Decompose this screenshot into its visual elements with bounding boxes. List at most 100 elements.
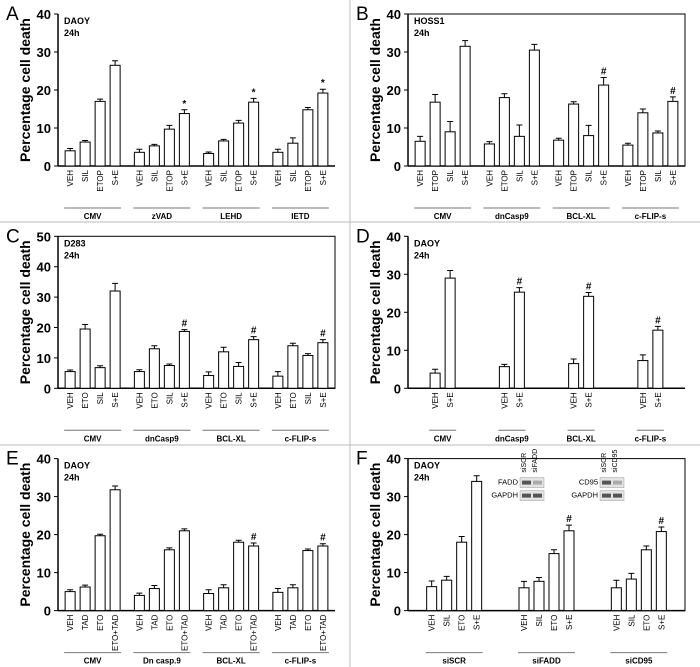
- error-bar: [304, 106, 311, 110]
- y-tick-label: 10: [37, 351, 51, 366]
- category-label: ETO: [235, 615, 244, 631]
- panel-label: A: [6, 4, 19, 25]
- error-bar: [82, 584, 89, 588]
- error-bar: [136, 592, 143, 596]
- bar: [583, 295, 595, 389]
- error-bar: [555, 137, 562, 141]
- bar: [302, 109, 314, 167]
- error-bar: [82, 140, 89, 143]
- y-tick-label: 0: [394, 381, 401, 396]
- y-tick-label: 40: [387, 7, 401, 22]
- bar: [148, 348, 160, 389]
- y-tick-label: 30: [37, 45, 51, 60]
- annotation: 24h: [64, 250, 80, 260]
- annotation: 24h: [414, 250, 430, 260]
- significance: #: [251, 532, 257, 543]
- significance: #: [566, 514, 572, 525]
- bar: [287, 587, 299, 612]
- annotation: DAOY: [414, 238, 440, 248]
- bar: [163, 549, 175, 612]
- category-label: SIL: [443, 614, 452, 627]
- bar: [233, 541, 245, 612]
- bar: [203, 375, 215, 389]
- error-bar: [639, 354, 646, 361]
- panel-label: F: [356, 449, 368, 470]
- y-tick-label: 40: [387, 229, 401, 244]
- error-bar: [166, 124, 173, 130]
- error-bar: [428, 580, 435, 587]
- category-label: VEH: [135, 614, 144, 631]
- category-label: ETO+TAD: [180, 614, 189, 651]
- bar: [553, 139, 565, 167]
- group-label: dnCasp9: [145, 434, 179, 443]
- y-tick-label: 40: [37, 7, 51, 22]
- bar: [79, 586, 91, 612]
- error-bar: [151, 143, 158, 146]
- inset-row: FADD: [498, 478, 519, 487]
- group-label: siFADD: [532, 657, 561, 666]
- error-bar: [205, 589, 212, 594]
- category-label: ETO: [642, 615, 651, 631]
- y-tick-label: 0: [44, 159, 51, 174]
- bar: [287, 345, 299, 389]
- category-label: VEH: [66, 392, 75, 409]
- significance: #: [601, 66, 607, 77]
- error-bar: [205, 151, 212, 154]
- bar: [459, 45, 471, 167]
- error-bar: [136, 148, 143, 153]
- bar: [625, 578, 637, 612]
- significance: #: [320, 329, 326, 340]
- y-axis-label: Percentage cell death: [367, 240, 383, 384]
- bar: [518, 587, 530, 612]
- annotation: 24h: [414, 28, 430, 38]
- bar: [317, 342, 329, 389]
- bar: [429, 101, 441, 167]
- inset-row: CD95: [579, 478, 598, 487]
- category-label: VEH: [500, 392, 509, 409]
- bar: [426, 586, 438, 612]
- error-bar: [570, 101, 577, 105]
- blot: [599, 490, 625, 501]
- category-label: VEH: [274, 614, 283, 631]
- error-bar: [289, 137, 296, 144]
- error-bar: [432, 94, 439, 103]
- significance: #: [517, 277, 523, 288]
- bar: [568, 103, 580, 167]
- category-label: VEH: [485, 170, 494, 187]
- y-tick-label: 30: [387, 267, 401, 282]
- error-bar: [669, 96, 676, 102]
- group-label: CMV: [434, 434, 452, 443]
- category-label: SIL: [81, 169, 90, 182]
- bar: [456, 541, 468, 612]
- bar: [483, 143, 495, 167]
- group-label: IETD: [291, 212, 309, 221]
- bar: [414, 140, 426, 167]
- category-label: S+E: [180, 170, 189, 185]
- error-bar: [486, 141, 493, 144]
- bar: [655, 531, 667, 612]
- bar: [64, 371, 76, 389]
- bar: [248, 101, 260, 167]
- error-bar: [112, 60, 119, 66]
- error-bar: [432, 368, 439, 374]
- error-bar: [462, 40, 469, 47]
- bar: [248, 545, 260, 612]
- inset-column: siFADD: [532, 449, 539, 473]
- category-label: S+E: [250, 392, 259, 407]
- error-bar: [181, 528, 188, 531]
- y-tick-label: 20: [387, 83, 401, 98]
- error-bar: [220, 138, 227, 141]
- error-bar: [319, 543, 326, 546]
- error-bar: [274, 588, 281, 593]
- significance: #: [182, 319, 188, 330]
- category-label: ETO: [220, 392, 229, 408]
- error-bar: [304, 353, 311, 356]
- category-label: VEH: [416, 170, 425, 187]
- bar: [317, 92, 329, 167]
- error-bar: [628, 572, 635, 580]
- error-bar: [289, 342, 296, 346]
- bar: [178, 113, 190, 167]
- error-bar: [458, 536, 465, 543]
- category-label: S+E: [600, 170, 609, 185]
- category-label: VEH: [624, 170, 633, 187]
